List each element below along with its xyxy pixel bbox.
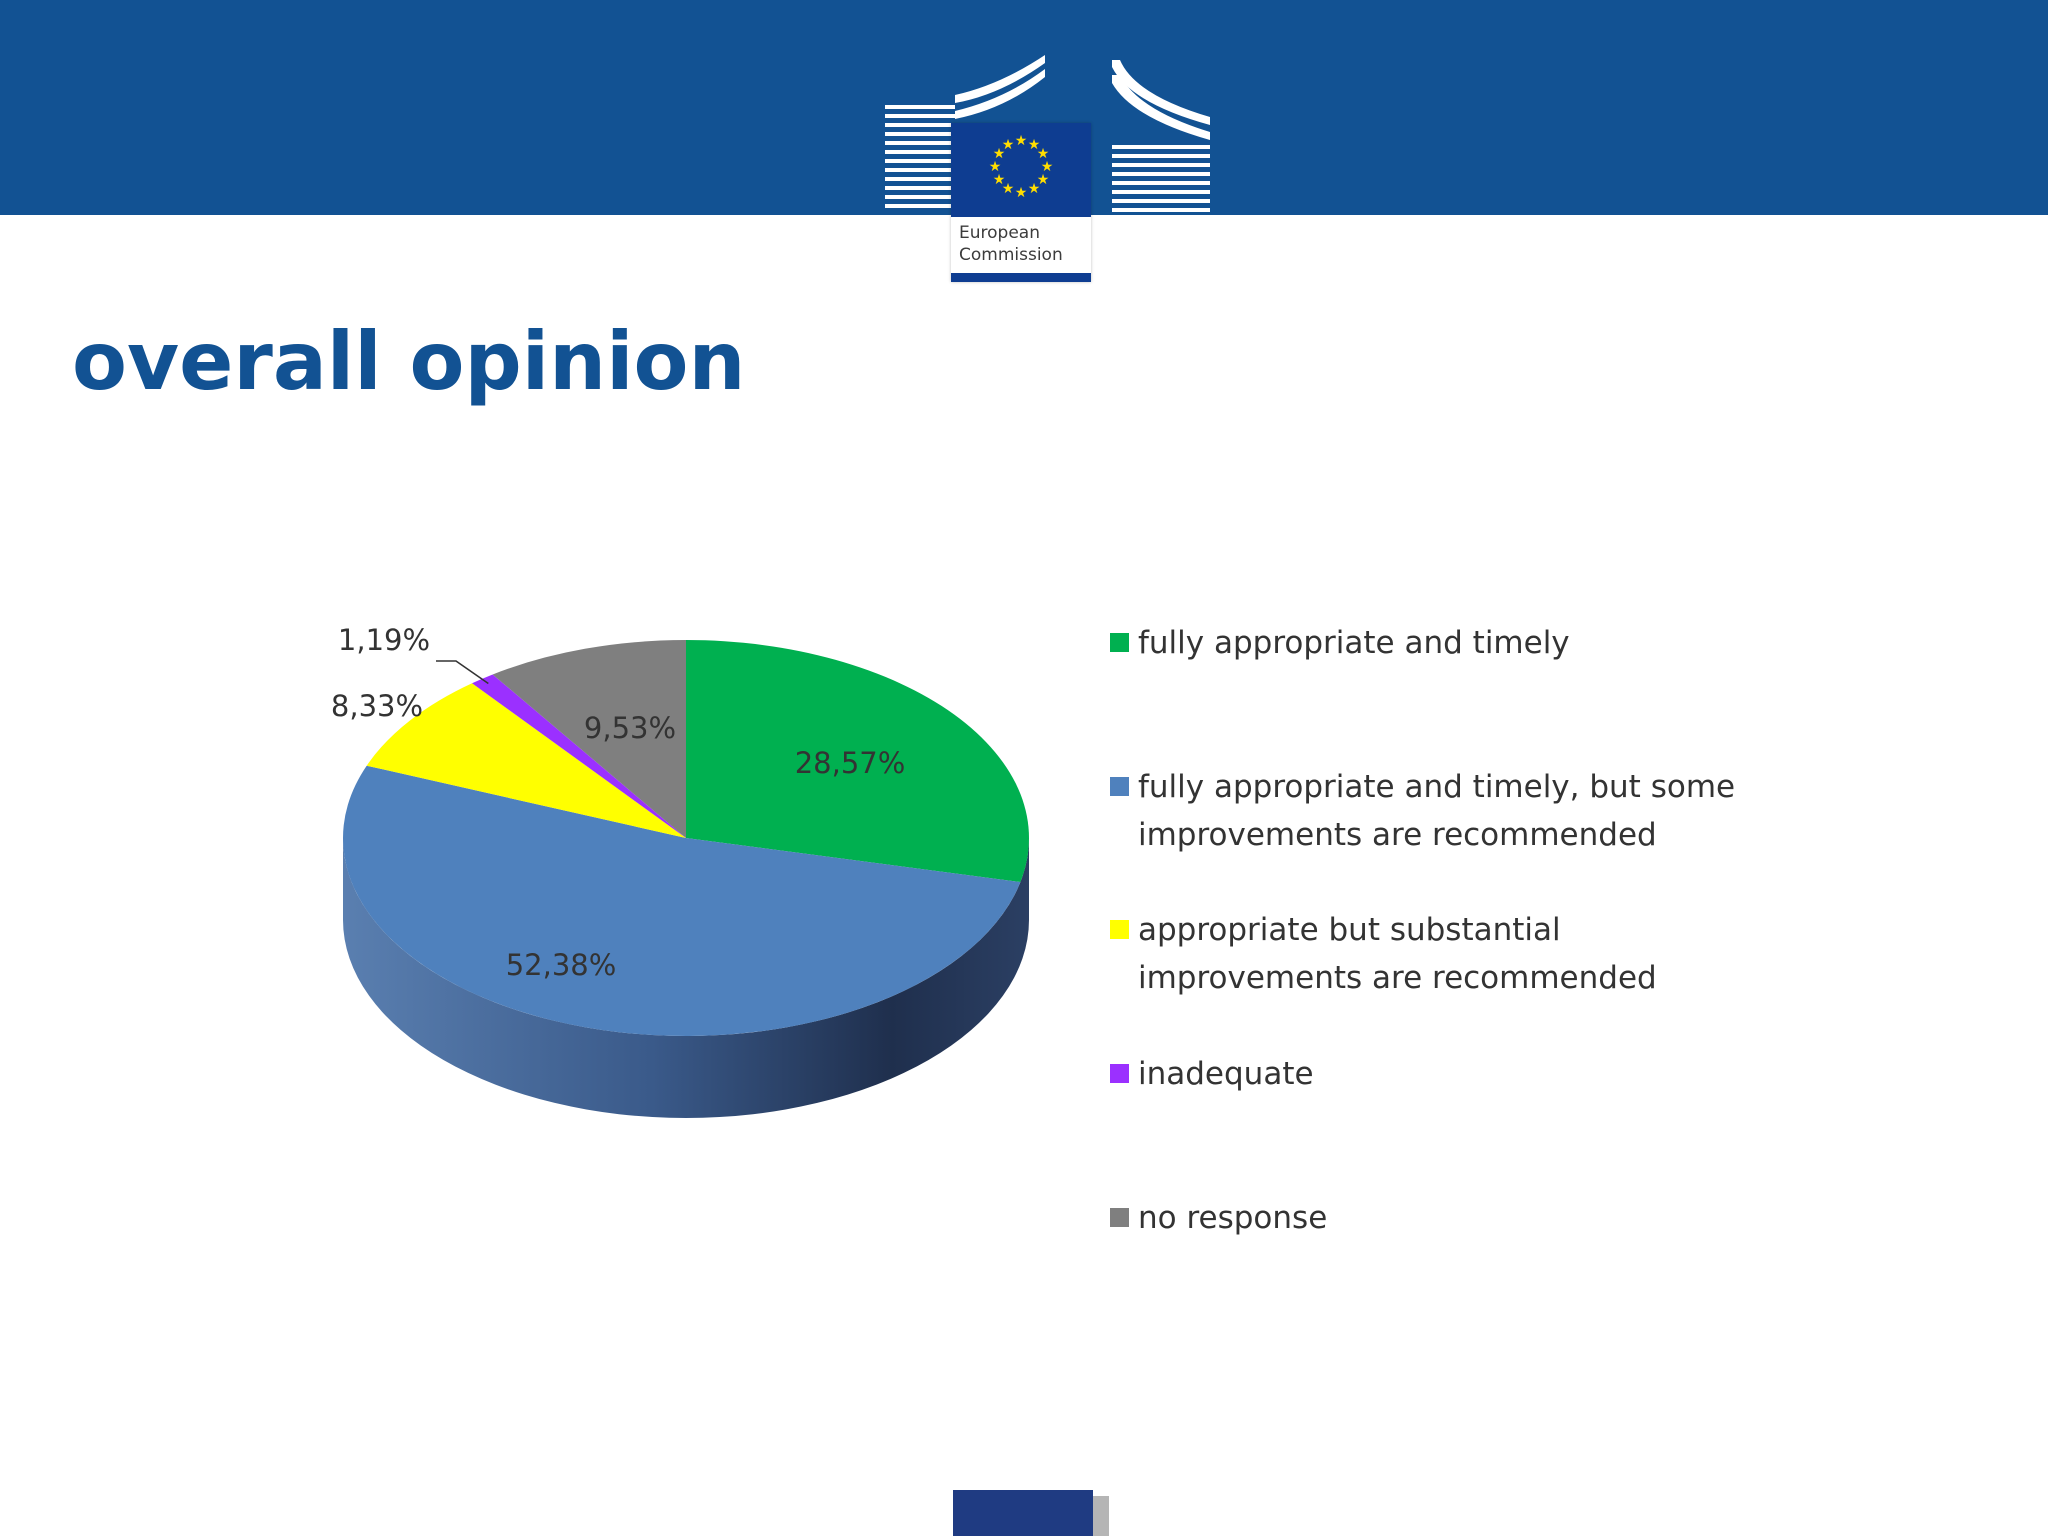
legend-label-3-line-2: improvements are recommended (1138, 960, 1657, 996)
slice-label-3: 8,33% (331, 689, 423, 723)
footer-block-shadow (1093, 1496, 1109, 1536)
legend-label-5: no response (1138, 1200, 1327, 1236)
logo-text: European Commission (959, 222, 1089, 266)
pie-slice-2 (343, 765, 1021, 1036)
eu-flag-icon: ★ ★ ★ ★ ★ ★ ★ ★ ★ ★ ★ ★ (951, 123, 1091, 217)
legend-label-2-line-2: improvements are recommended (1138, 817, 1657, 853)
svg-text:★: ★ (1028, 181, 1041, 197)
pie-side-wall (343, 838, 1029, 1118)
page-title: overall opinion (72, 315, 746, 408)
svg-text:★: ★ (1037, 146, 1050, 162)
pie-top-layer (343, 640, 1029, 1036)
pie-slice-4 (472, 674, 686, 838)
slice-label-2: 52,38% (506, 948, 617, 982)
building-lines-right (1112, 60, 1210, 212)
legend: fully appropriate and timely fully approp… (1110, 625, 1735, 1236)
legend-label-4: inadequate (1138, 1056, 1314, 1092)
svg-text:★: ★ (1028, 137, 1041, 153)
legend-label-1: fully appropriate and timely (1138, 625, 1570, 661)
svg-text:★: ★ (993, 172, 1006, 188)
legend-swatch-5 (1110, 1208, 1129, 1227)
svg-text:★: ★ (993, 146, 1006, 162)
pie-labels-layer: 28,57% 52,38% 8,33% 1,19% 9,53% (331, 623, 905, 982)
svg-text:★: ★ (1002, 137, 1015, 153)
logo-text-line1: European (959, 223, 1040, 243)
legend-swatch-3 (1110, 920, 1129, 939)
pie-slice-3 (366, 683, 686, 838)
slice-leader-line-4 (436, 660, 489, 685)
slice-label-4: 1,19% (338, 623, 430, 657)
footer-block (953, 1490, 1093, 1536)
logo-underline (951, 273, 1091, 282)
slice-label-1: 28,57% (795, 746, 906, 780)
pie-side-layer (343, 838, 1029, 1118)
legend-label-3-line-1: appropriate but substantial (1138, 912, 1561, 948)
pie-slice-5 (492, 640, 686, 838)
slice-label-5: 9,53% (584, 711, 676, 745)
logo-text-line2: Commission (959, 245, 1063, 265)
svg-text:★: ★ (1037, 172, 1050, 188)
svg-text:★: ★ (1041, 159, 1054, 175)
svg-text:★: ★ (1002, 181, 1015, 197)
legend-swatch-1 (1110, 633, 1129, 652)
svg-text:★: ★ (1015, 133, 1028, 149)
svg-text:★: ★ (1015, 185, 1028, 201)
building-lines-left (885, 55, 1045, 208)
legend-swatch-2 (1110, 777, 1129, 796)
pie-slice-1 (686, 640, 1029, 883)
svg-text:★: ★ (989, 159, 1002, 175)
commission-building-logo (885, 55, 1210, 212)
legend-swatch-4 (1110, 1064, 1129, 1083)
legend-label-2-line-1: fully appropriate and timely, but some (1138, 769, 1735, 805)
eu-stars: ★ ★ ★ ★ ★ ★ ★ ★ ★ ★ ★ ★ (989, 133, 1054, 201)
